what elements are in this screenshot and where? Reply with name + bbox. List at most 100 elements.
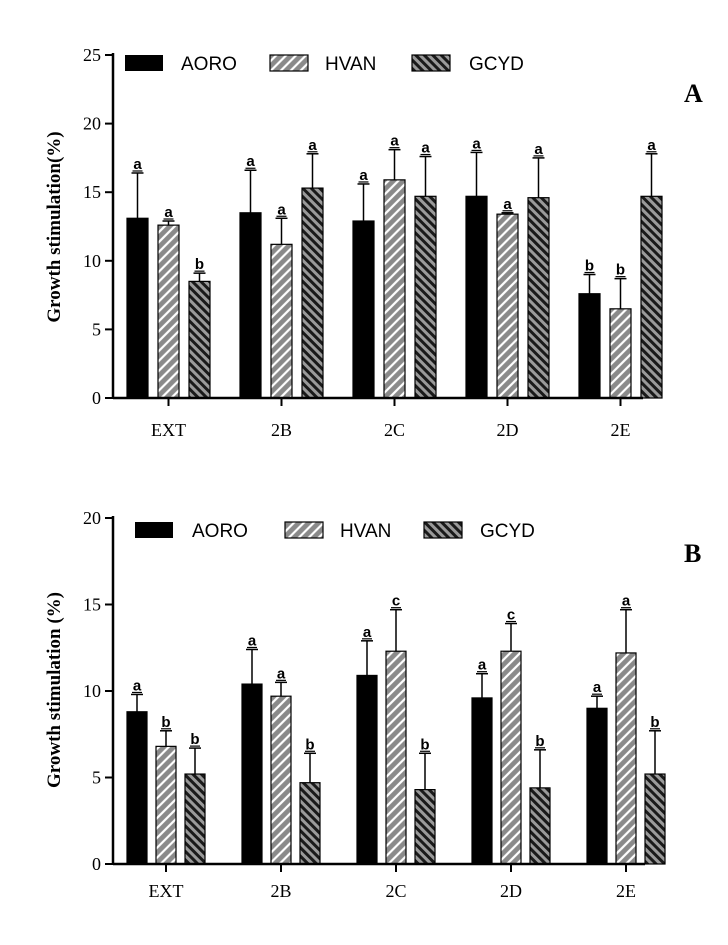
legend-label-hvan-b: HVAN	[340, 521, 391, 542]
sig-label-a-hvan-2c: a	[390, 133, 399, 150]
bar-b-gcyd-ext	[184, 773, 206, 865]
sig-label-a-hvan-2b: a	[277, 201, 286, 218]
sig-label-b-gcyd-2c: b	[420, 736, 429, 753]
bar-a-hvan-2e	[609, 308, 632, 399]
axes-a: EXT 2B 2C 2D 2E	[111, 53, 643, 440]
sig-label-b-hvan-2e: a	[622, 593, 631, 610]
y-tick-label-b-0: 0	[92, 854, 101, 874]
y-tick-label-a-3: 15	[83, 182, 101, 202]
sig-label-b-aoro-2d: a	[478, 657, 487, 674]
bar-b-gcyd-2d	[529, 787, 551, 865]
legend-label-gcyd-b: GCYD	[480, 521, 535, 542]
bar-a-gcyd-2d	[527, 197, 550, 399]
bar-b-aoro-2e	[586, 707, 608, 865]
sig-label-a-aoro-2d: a	[472, 135, 481, 152]
x-tick-label-a-3: 2D	[497, 420, 519, 440]
sig-label-b-hvan-2b: a	[277, 665, 286, 682]
sig-label-a-gcyd-2b: a	[308, 137, 317, 154]
y-tick-label-a-2: 10	[83, 251, 101, 271]
y-axis-ticks-a: 0 5 10 15 20 25	[83, 45, 113, 408]
bar-a-hvan-2b	[270, 243, 293, 399]
bar-a-aoro-2d	[465, 195, 488, 399]
sig-label-b-gcyd-2b: b	[305, 736, 314, 753]
y-axis-ticks-b: 0 5 10 15 20	[83, 508, 113, 874]
y-tick-label-a-1: 5	[92, 319, 101, 339]
sig-label-b-aoro-2c: a	[363, 624, 372, 641]
sig-label-a-gcyd-2e: a	[647, 137, 656, 154]
y-tick-label-a-0: 0	[92, 388, 101, 408]
bar-b-hvan-2c	[385, 650, 407, 865]
x-tick-label-a-4: 2E	[611, 420, 631, 440]
bar-b-aoro-2b	[241, 683, 263, 865]
sig-label-b-gcyd-2e: b	[650, 714, 659, 731]
sig-label-a-gcyd-2d: a	[534, 141, 543, 158]
bar-b-gcyd-2b	[299, 782, 321, 865]
panel-label-b: B	[684, 539, 701, 568]
bar-b-aoro-2d	[471, 697, 493, 865]
bar-b-aoro-2c	[356, 674, 378, 865]
bar-b-hvan-ext	[155, 745, 177, 865]
sig-label-a-hvan-ext: a	[164, 204, 173, 221]
legend-label-aoro-b: AORO	[192, 521, 248, 542]
bar-b-hvan-2d	[500, 650, 522, 865]
bar-a-hvan-2c	[383, 179, 406, 399]
x-tick-label-b-4: 2E	[616, 881, 636, 901]
legend-swatch-aoro-a	[125, 55, 163, 71]
legend-swatch-aoro-b	[135, 522, 173, 538]
bar-a-hvan-ext	[157, 224, 180, 399]
bar-a-gcyd-2b	[301, 187, 324, 399]
axes-b: EXT 2B 2C 2D 2E	[111, 516, 645, 901]
bar-a-aoro-2b	[239, 212, 262, 399]
bar-a-aoro-ext	[126, 217, 149, 399]
sig-label-b-hvan-2c: c	[392, 593, 400, 610]
legend-a: AORO HVAN GCYD	[125, 54, 524, 75]
sig-label-b-hvan-ext: b	[161, 714, 170, 731]
x-tick-label-b-0: EXT	[149, 881, 184, 901]
bar-a-aoro-2e	[578, 293, 601, 399]
bar-b-hvan-2b	[270, 695, 292, 865]
y-tick-label-b-2: 10	[83, 681, 101, 701]
sig-label-b-gcyd-2d: b	[535, 733, 544, 750]
bar-b-gcyd-2c	[414, 789, 436, 865]
sig-label-a-aoro-2e: b	[585, 258, 594, 275]
legend-swatch-gcyd-a	[411, 54, 451, 72]
y-tick-label-b-4: 20	[83, 508, 101, 528]
sig-label-a-aoro-2b: a	[246, 153, 255, 170]
plot-area-b: a b b a a b a c b a c b a a b	[126, 593, 666, 865]
x-tick-label-b-1: 2B	[270, 881, 291, 901]
y-tick-label-b-1: 5	[92, 768, 101, 788]
legend-label-hvan-a: HVAN	[325, 54, 376, 75]
sig-label-a-hvan-2d: a	[503, 196, 512, 213]
chart-panel-a: A Growth stimulation(%) AORO HVAN GCYD 0…	[44, 45, 703, 440]
y-tick-label-a-5: 25	[83, 45, 101, 65]
y-axis-title-b: Growth stimulation (%)	[44, 592, 65, 788]
sig-label-a-gcyd-ext: b	[195, 256, 204, 273]
x-tick-label-a-2: 2C	[384, 420, 405, 440]
legend-b: AORO HVAN GCYD	[135, 521, 535, 542]
sig-label-a-hvan-2e: b	[616, 262, 625, 279]
legend-label-gcyd-a: GCYD	[469, 54, 524, 75]
sig-label-a-aoro-2c: a	[359, 167, 368, 184]
y-tick-label-b-3: 15	[83, 595, 101, 615]
legend-swatch-gcyd-b	[423, 521, 463, 539]
x-tick-label-a-0: EXT	[151, 420, 186, 440]
bar-a-gcyd-2e	[640, 195, 663, 399]
bar-a-gcyd-ext	[188, 280, 211, 399]
sig-label-b-gcyd-ext: b	[190, 731, 199, 748]
x-tick-label-b-2: 2C	[385, 881, 406, 901]
sig-label-b-aoro-2b: a	[248, 632, 257, 649]
legend-swatch-hvan-a	[269, 54, 309, 72]
x-tick-label-a-1: 2B	[271, 420, 292, 440]
chart-panel-b: B Growth stimulation (%) AORO HVAN GCYD …	[44, 508, 701, 901]
sig-label-a-gcyd-2c: a	[421, 140, 430, 157]
sig-label-b-aoro-ext: a	[133, 677, 142, 694]
bar-b-hvan-2e	[615, 652, 637, 865]
sig-label-b-hvan-2d: c	[507, 607, 515, 624]
legend-swatch-hvan-b	[284, 521, 324, 539]
legend-label-aoro-a: AORO	[181, 54, 237, 75]
sig-label-a-aoro-ext: a	[133, 156, 142, 173]
bar-a-hvan-2d	[496, 213, 519, 399]
bar-b-aoro-ext	[126, 711, 148, 865]
y-axis-title-a: Growth stimulation(%)	[44, 131, 65, 322]
